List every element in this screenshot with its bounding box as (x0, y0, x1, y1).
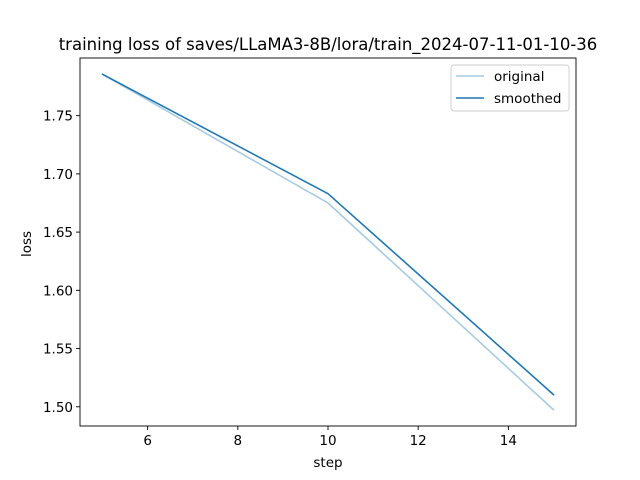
legend-label-original: original (494, 69, 544, 85)
x-axis-ticks: 6 8 10 12 14 (143, 426, 517, 449)
legend: original smoothed (450, 64, 570, 112)
x-tick-label: 8 (234, 433, 243, 449)
y-tick-label: 1.70 (43, 167, 73, 183)
y-tick-label: 1.50 (43, 400, 73, 416)
series-line-smoothed (101, 73, 555, 396)
y-tick-label: 1.65 (43, 225, 73, 241)
y-axis-label: loss (19, 231, 35, 257)
x-axis-label: step (313, 455, 342, 471)
chart-title: training loss of saves/LLaMA3-8B/lora/tr… (59, 35, 598, 55)
y-tick-label: 1.60 (43, 283, 73, 299)
x-tick-label: 12 (410, 433, 427, 449)
series-layer (101, 73, 555, 411)
x-tick-label: 6 (143, 433, 152, 449)
y-tick-label: 1.55 (43, 342, 73, 358)
x-tick-label: 14 (500, 433, 517, 449)
legend-label-smoothed: smoothed (494, 91, 561, 107)
y-tick-label: 1.75 (43, 109, 73, 125)
x-tick-label: 10 (319, 433, 336, 449)
y-axis-ticks: 1.50 1.55 1.60 1.65 1.70 1.75 (43, 109, 80, 416)
series-line-original (101, 73, 555, 411)
